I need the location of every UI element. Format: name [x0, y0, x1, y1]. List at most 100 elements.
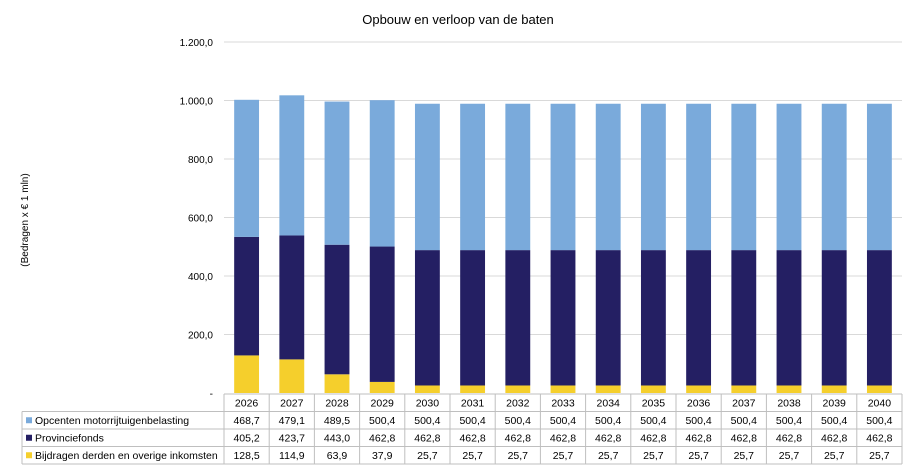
- y-tick-label: 800,0: [188, 155, 213, 166]
- legend-entry: Provinciefonds: [35, 433, 104, 445]
- y-tick-label: 200,0: [188, 331, 213, 342]
- bar-segment: [234, 236, 260, 356]
- bar-segment: [866, 385, 892, 393]
- data-label: 25,7: [824, 450, 845, 462]
- y-tick-label: -: [210, 389, 213, 400]
- bar-segment: [414, 250, 440, 386]
- y-tick-label: 1.000,0: [180, 97, 214, 108]
- bar-segment: [776, 250, 802, 386]
- category-label: 2040: [868, 398, 892, 410]
- legend-swatch: [26, 452, 32, 459]
- bar-segment: [505, 250, 531, 386]
- bar-segment: [686, 103, 712, 251]
- data-label: 500,4: [414, 415, 440, 427]
- data-label: 405,2: [233, 433, 259, 445]
- data-label: 462,8: [640, 433, 666, 445]
- bar-segment: [595, 385, 621, 393]
- data-label: 500,4: [640, 415, 666, 427]
- data-label: 462,8: [595, 433, 621, 445]
- bar-segment: [550, 385, 576, 393]
- y-axis-label: (Bedragen x € 1 mln): [20, 173, 31, 266]
- bar-segment: [595, 103, 621, 251]
- bar-segment: [279, 95, 305, 236]
- data-label: 462,8: [550, 433, 576, 445]
- data-label: 479,1: [279, 415, 305, 427]
- data-label: 462,8: [505, 433, 531, 445]
- category-label: 2034: [597, 398, 621, 410]
- bar-segment: [324, 244, 350, 375]
- data-label: 37,9: [372, 450, 393, 462]
- bar-segment: [866, 103, 892, 251]
- bar-segment: [460, 103, 486, 251]
- data-label: 500,4: [776, 415, 802, 427]
- data-label: 25,7: [553, 450, 574, 462]
- bar-segment: [821, 385, 847, 393]
- y-axis-ticks: - 200,0 400,0 600,0 800,0 1.000,0 1.200,0: [180, 38, 214, 400]
- data-label: 128,5: [233, 450, 259, 462]
- y-tick-label: 1.200,0: [180, 38, 214, 49]
- category-label: 2026: [235, 398, 259, 410]
- bar-segment: [279, 359, 305, 393]
- bar-segment: [731, 103, 757, 251]
- data-label: 500,4: [685, 415, 711, 427]
- data-label: 423,7: [279, 433, 305, 445]
- data-label: 500,4: [505, 415, 531, 427]
- bar-segment: [776, 103, 802, 251]
- data-table: 2026 2027 2028 2029 2030 2031 2032 2033 2034 2035…: [21, 393, 903, 465]
- bar-segment: [686, 385, 712, 393]
- data-label: 25,7: [643, 450, 664, 462]
- data-label: 500,4: [866, 415, 892, 427]
- y-tick-label: 600,0: [188, 214, 213, 225]
- bar-segment: [460, 385, 486, 393]
- chart-title: Opbouw en verloop van de baten: [362, 12, 554, 27]
- legend-swatch: [26, 417, 32, 424]
- data-label: 462,8: [369, 433, 395, 445]
- data-label: 500,4: [550, 415, 576, 427]
- data-label: 462,8: [821, 433, 847, 445]
- bars: [234, 95, 892, 393]
- category-label: 2038: [777, 398, 801, 410]
- data-label: 25,7: [869, 450, 890, 462]
- category-label: 2039: [823, 398, 847, 410]
- data-label: 25,7: [462, 450, 483, 462]
- bar-segment: [550, 250, 576, 386]
- legend-swatch: [26, 434, 32, 441]
- bar-segment: [821, 250, 847, 386]
- bar-segment: [369, 246, 395, 382]
- bar-segment: [369, 100, 395, 247]
- data-label: 25,7: [734, 450, 755, 462]
- data-label: 462,8: [459, 433, 485, 445]
- category-label: 2027: [280, 398, 304, 410]
- data-label: 114,9: [279, 450, 305, 462]
- bar-segment: [369, 381, 395, 393]
- data-label: 462,8: [866, 433, 892, 445]
- data-label: 25,7: [779, 450, 800, 462]
- bar-segment: [505, 103, 531, 251]
- data-label: 489,5: [324, 415, 350, 427]
- category-label: 2032: [506, 398, 530, 410]
- bar-segment: [324, 374, 350, 393]
- bar-segment: [686, 250, 712, 386]
- bar-segment: [866, 250, 892, 386]
- data-label: 443,0: [324, 433, 350, 445]
- y-tick-label: 400,0: [188, 272, 213, 283]
- data-label: 25,7: [417, 450, 438, 462]
- category-label: 2035: [642, 398, 666, 410]
- category-label: 2028: [325, 398, 349, 410]
- data-label: 462,8: [685, 433, 711, 445]
- data-label: 462,8: [414, 433, 440, 445]
- category-label: 2033: [551, 398, 575, 410]
- category-label: 2030: [416, 398, 440, 410]
- data-label: 500,4: [821, 415, 847, 427]
- legend-entry: Opcenten motorrijtuigenbelasting: [35, 415, 189, 427]
- bar-segment: [821, 103, 847, 251]
- bar-segment: [234, 99, 260, 237]
- category-label: 2037: [732, 398, 756, 410]
- bar-segment: [595, 250, 621, 386]
- bar-segment: [731, 385, 757, 393]
- category-label: 2036: [687, 398, 711, 410]
- data-label: 462,8: [776, 433, 802, 445]
- data-label: 468,7: [233, 415, 259, 427]
- data-label: 500,4: [731, 415, 757, 427]
